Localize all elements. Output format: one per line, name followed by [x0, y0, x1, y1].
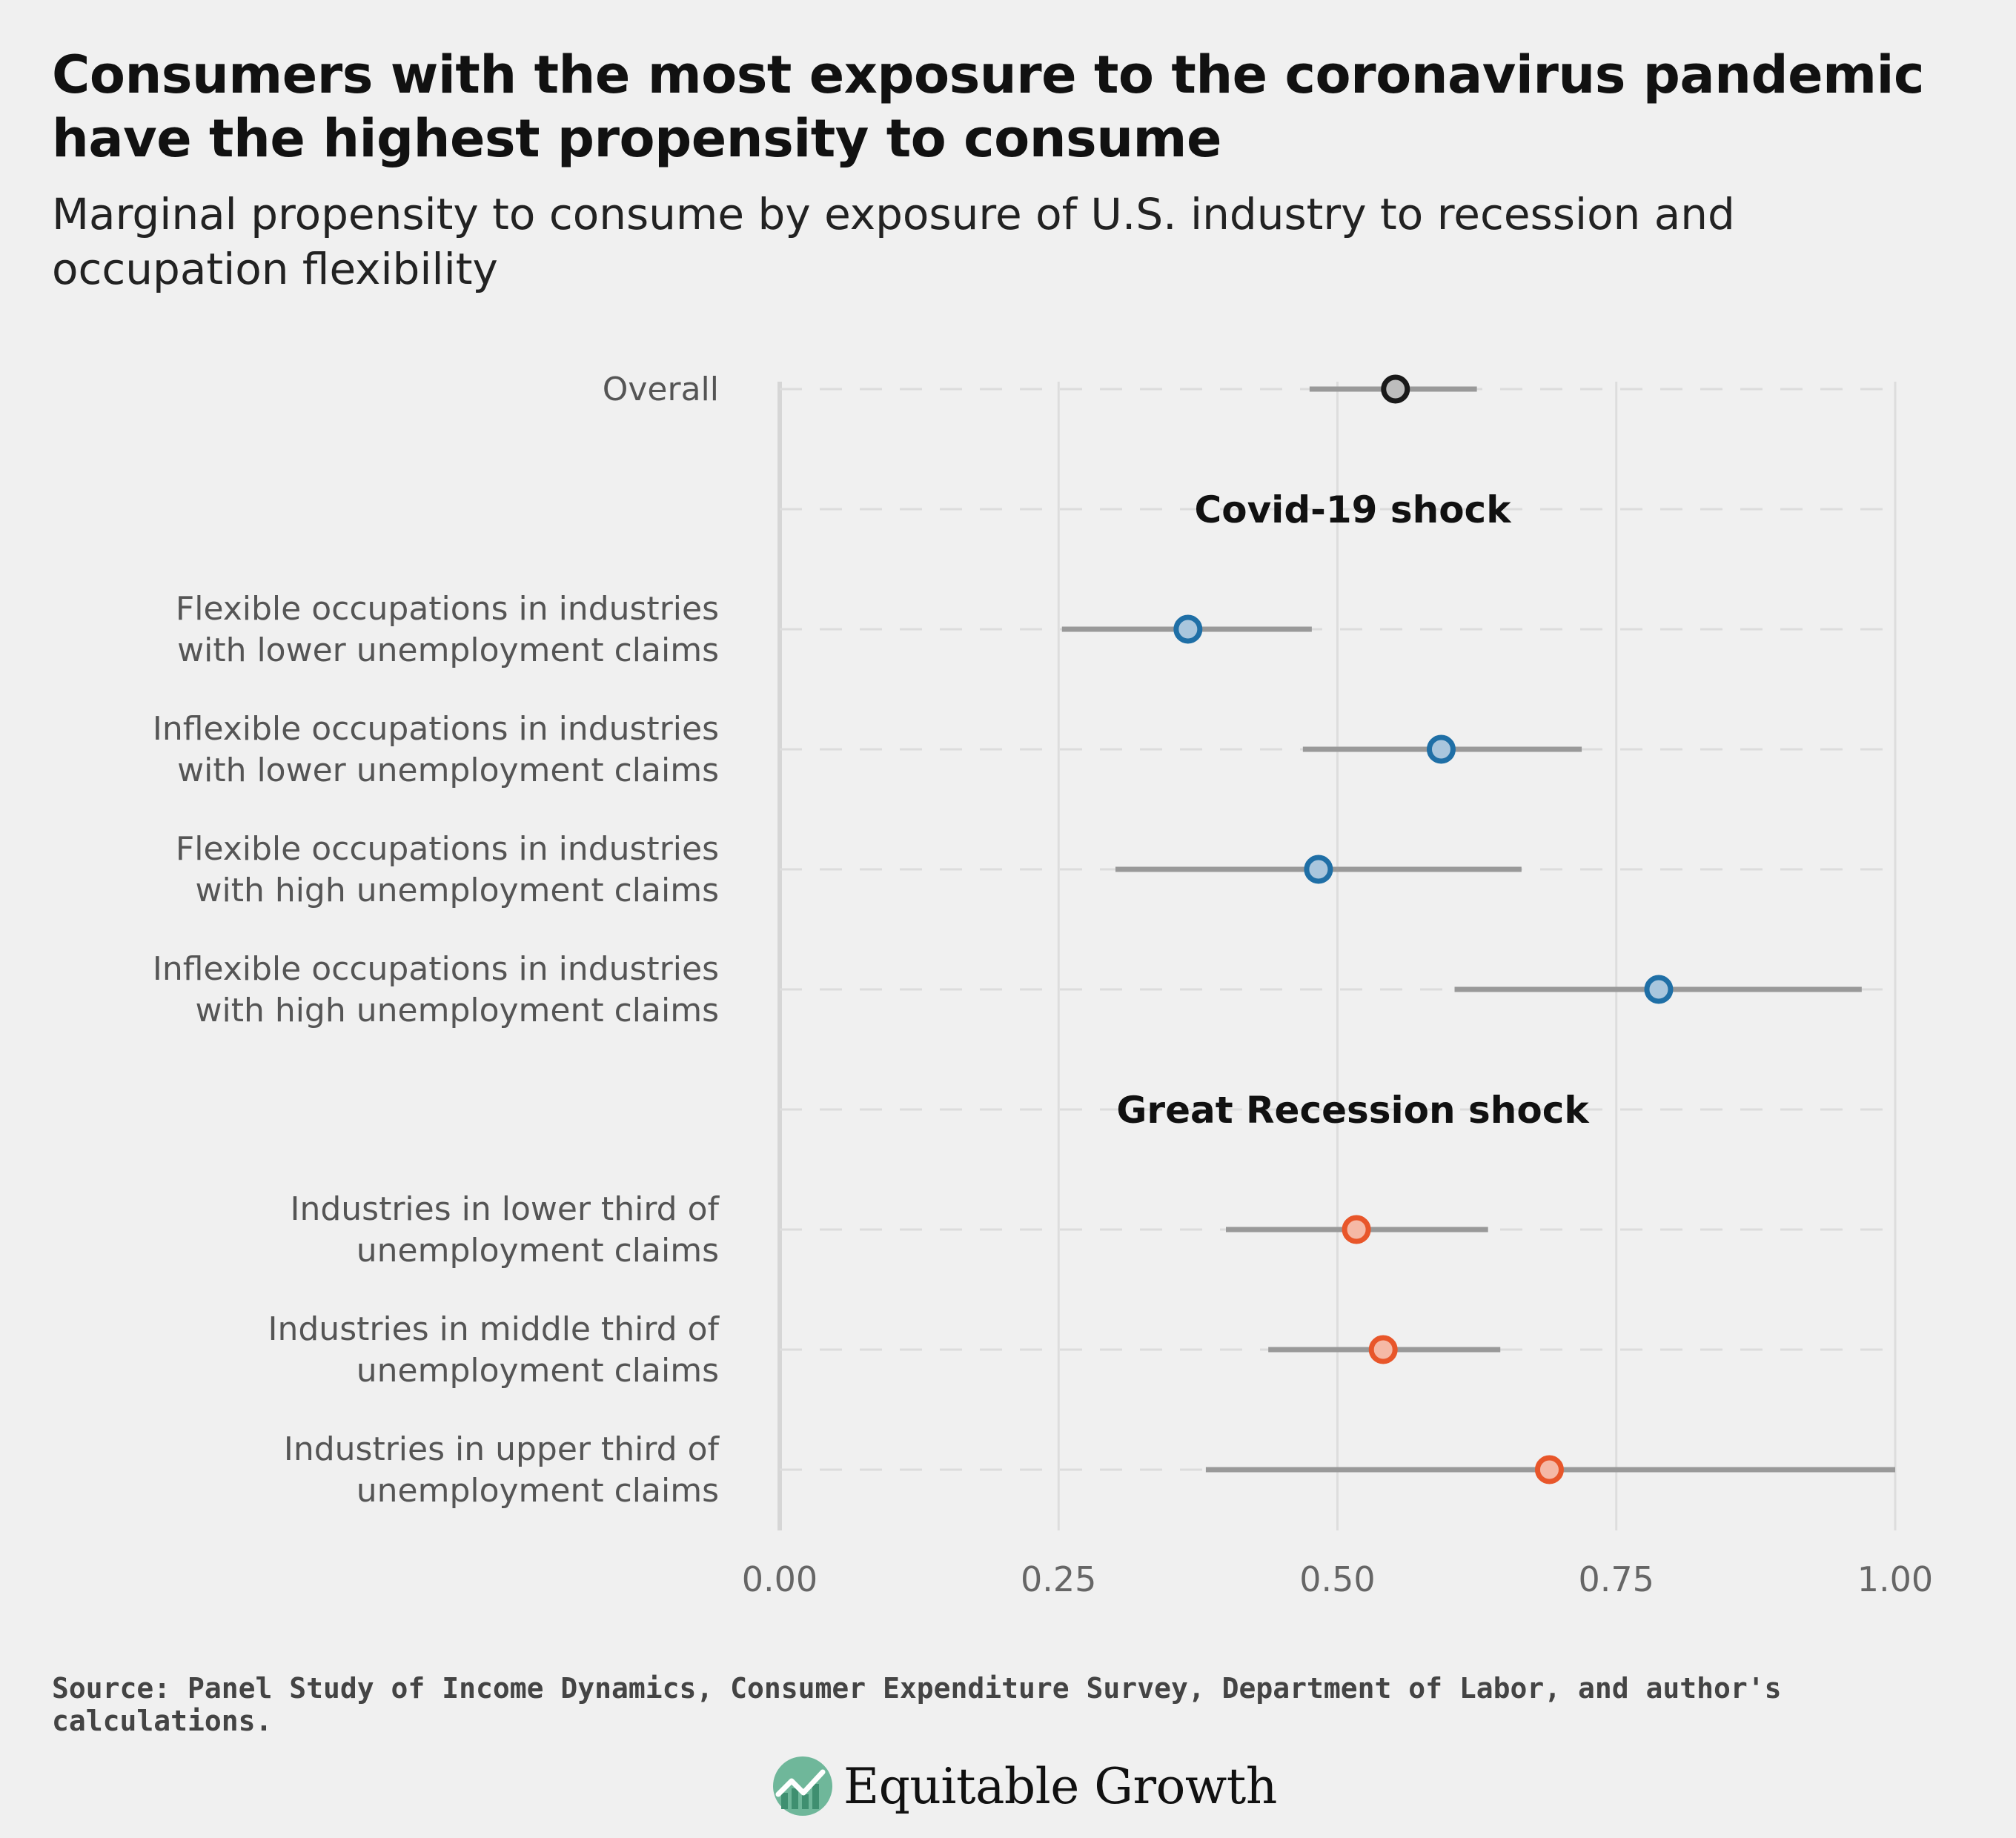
estimate-point	[1534, 1455, 1564, 1484]
grid-lines	[777, 382, 1897, 1530]
estimate-point	[1644, 975, 1674, 1004]
chart-subtitle: Marginal propensity to consume by exposu…	[52, 189, 1735, 294]
equitable-growth-logo: Equitable Growth	[771, 1749, 1277, 1823]
chart-title: Consumers with the most exposure to the …	[52, 44, 1925, 169]
row-label: Flexible occupations in industries	[176, 830, 719, 868]
logo-text: Equitable Growth	[843, 1757, 1277, 1815]
x-tick-label: 1.00	[1857, 1559, 1933, 1599]
x-axis-ticks: 0.00 0.25 0.50 0.75 1.00	[742, 1559, 1933, 1599]
dot-plot-chart: Overall Covid-19 shock Flexible occupation…	[153, 371, 1933, 1599]
row-label: with high unemployment claims	[195, 992, 719, 1029]
estimate-point	[1368, 1335, 1398, 1364]
row-label: unemployment claims	[357, 1232, 719, 1270]
row-label: Flexible occupations in industries	[176, 590, 719, 628]
row-label: unemployment claims	[357, 1472, 719, 1510]
estimate-point	[1173, 614, 1203, 644]
row-label: unemployment claims	[357, 1352, 719, 1390]
estimate-point	[1304, 855, 1333, 884]
estimate-point	[1381, 374, 1410, 404]
row-label: Inflexible occupations in industries	[153, 710, 719, 748]
row-label: Industries in middle third of	[268, 1310, 720, 1348]
estimate-point	[1342, 1215, 1371, 1244]
row-label: Industries in upper third of	[284, 1430, 720, 1468]
row-label: Overall	[603, 371, 719, 408]
source-note: Source: Panel Study of Income Dynamics, …	[52, 1672, 1782, 1737]
x-tick-label: 0.75	[1579, 1559, 1654, 1599]
x-tick-label: 0.00	[742, 1559, 818, 1599]
row-label: Inflexible occupations in industries	[153, 950, 719, 988]
row-labels: Overall Covid-19 shock Flexible occupation…	[153, 371, 1591, 1510]
row-label: Industries in lower third of	[290, 1190, 720, 1228]
x-tick-label: 0.25	[1021, 1559, 1096, 1599]
x-tick-label: 0.50	[1299, 1559, 1375, 1599]
row-label: with high unemployment claims	[195, 872, 719, 909]
growth-logo-icon	[773, 1756, 832, 1816]
estimate-point	[1426, 734, 1456, 764]
estimate-points	[1173, 374, 1674, 1484]
group-label: Great Recession shock	[1116, 1089, 1590, 1132]
row-label: with lower unemployment claims	[177, 631, 719, 669]
group-label: Covid-19 shock	[1195, 488, 1513, 531]
confidence-intervals	[1061, 386, 1895, 1473]
row-label: with lower unemployment claims	[177, 752, 719, 789]
